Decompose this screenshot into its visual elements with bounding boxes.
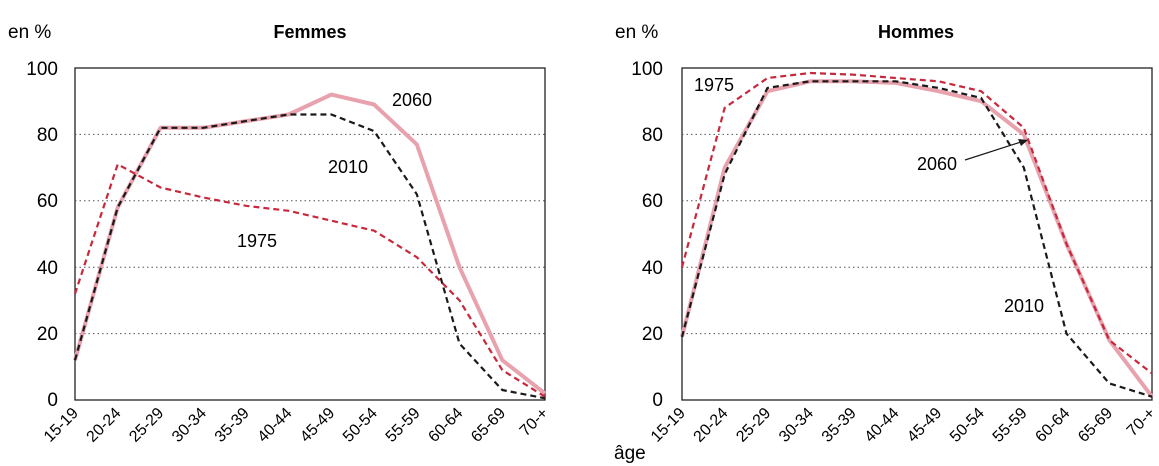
x-tick-label: 25-29 xyxy=(126,405,167,446)
y-tick-labels: 100 80 60 40 20 0 xyxy=(26,59,58,411)
x-tick-label: 35-39 xyxy=(819,405,860,446)
y-tick-label: 100 xyxy=(631,59,663,80)
y-tick-label: 100 xyxy=(26,59,58,80)
chart-hommes: en % Hommes 100 80 60 40 20 0 âge 15-19 2… xyxy=(614,22,1159,464)
y-tick-label: 80 xyxy=(37,125,58,146)
series-line-2060 xyxy=(73,92,547,395)
x-tick-label: 45-49 xyxy=(297,405,338,446)
series-label-1975: 1975 xyxy=(237,231,277,251)
y-tick-label: 0 xyxy=(652,390,663,411)
chart-title: Hommes xyxy=(878,22,954,42)
series-label-2060: 2060 xyxy=(392,90,432,110)
x-tick-label: 50-54 xyxy=(947,405,988,446)
series-labels: 1975 2060 2010 xyxy=(694,75,1044,316)
series-line-1975 xyxy=(73,163,546,398)
series-lines xyxy=(680,71,1154,398)
plot-frame xyxy=(681,67,1153,401)
x-tick-label: 40-44 xyxy=(255,405,296,446)
series-label-2060: 2060 xyxy=(917,154,957,174)
series-label-arrowhead xyxy=(1018,139,1028,146)
series-line-2010 xyxy=(73,113,546,400)
x-tick-label: 65-69 xyxy=(468,405,509,446)
x-tick-label: 55-59 xyxy=(990,405,1031,446)
chart-title: Femmes xyxy=(273,22,346,42)
x-tick-label: 50-54 xyxy=(340,405,381,446)
y-tick-label: 80 xyxy=(642,125,663,146)
y-tick-label: 40 xyxy=(642,258,663,279)
x-tick-label: 35-39 xyxy=(212,405,253,446)
series-label-2010: 2010 xyxy=(328,157,368,177)
x-tick-label: 30-34 xyxy=(169,405,210,446)
x-tick-label: 30-34 xyxy=(776,405,817,446)
y-tick-label: 0 xyxy=(47,390,58,411)
gridlines xyxy=(682,133,1152,335)
x-tick-label: 45-49 xyxy=(904,405,945,446)
x-tick-label: 70-+ xyxy=(517,405,552,440)
x-axis-label: âge xyxy=(614,443,646,464)
series-line-2010 xyxy=(680,80,1153,398)
x-tick-label: 55-59 xyxy=(383,405,424,446)
x-tick-label: 60-64 xyxy=(425,405,466,446)
x-tick-label: 40-44 xyxy=(862,405,903,446)
y-axis-label: en % xyxy=(8,22,51,43)
chart-femmes: en % Femmes 100 80 60 40 20 0 15-19 20-24… xyxy=(8,22,552,446)
y-tick-label: 20 xyxy=(37,324,58,345)
y-tick-labels: 100 80 60 40 20 0 xyxy=(631,59,663,411)
y-tick-label: 20 xyxy=(642,324,663,345)
x-tick-label: 20-24 xyxy=(691,405,732,446)
series-label-2010: 2010 xyxy=(1004,296,1044,316)
gridlines xyxy=(75,133,545,335)
x-tick-label: 70-+ xyxy=(1124,405,1159,440)
y-tick-label: 60 xyxy=(37,191,58,212)
x-tick-label: 60-64 xyxy=(1032,405,1073,446)
x-tick-label: 65-69 xyxy=(1075,405,1116,446)
x-tick-label: 25-29 xyxy=(733,405,774,446)
plot-frame xyxy=(74,67,546,401)
y-tick-label: 60 xyxy=(642,191,663,212)
x-tick-labels: 15-19 20-24 25-29 30-34 35-39 40-44 45-49 50-54… xyxy=(648,405,1159,446)
y-tick-label: 40 xyxy=(37,258,58,279)
x-tick-labels: 15-19 20-24 25-29 30-34 35-39 40-44 45-49 50-54… xyxy=(41,405,552,446)
series-line-1975 xyxy=(680,71,1153,375)
series-labels: 2060 2010 1975 xyxy=(237,90,432,251)
x-tick-label: 20-24 xyxy=(84,405,125,446)
series-lines xyxy=(73,92,547,400)
series-label-1975: 1975 xyxy=(694,75,734,95)
y-axis-label: en % xyxy=(615,22,658,43)
series-label-arrow xyxy=(964,140,1025,161)
